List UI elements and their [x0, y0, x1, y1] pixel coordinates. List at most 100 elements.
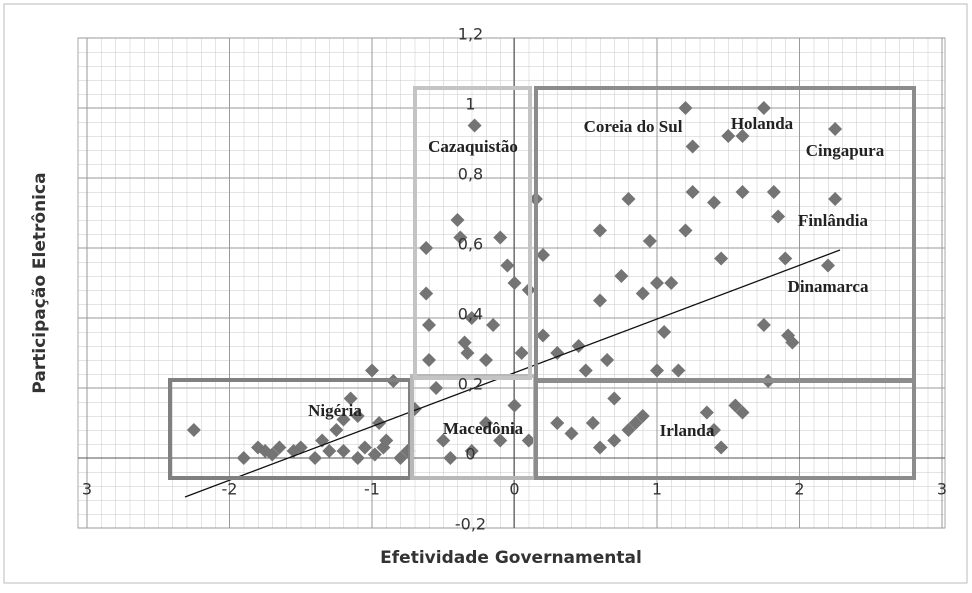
data-point	[685, 139, 700, 154]
data-point	[464, 444, 479, 458]
region-box	[413, 86, 532, 380]
data-point	[514, 346, 529, 360]
data-point	[350, 409, 365, 423]
data-point	[564, 426, 579, 441]
x-tick-label: -2	[222, 480, 238, 499]
annotation: Dinamarca	[788, 277, 869, 296]
annotation: Finlândia	[798, 211, 868, 230]
data-point	[650, 363, 664, 378]
data-point	[756, 318, 771, 332]
data-point	[735, 185, 750, 199]
data-point	[550, 416, 565, 430]
y-tick-label: 0	[465, 445, 475, 464]
data-point	[821, 258, 835, 273]
data-point	[766, 185, 781, 199]
y-tick-label: -0,2	[455, 515, 486, 534]
data-point	[336, 412, 351, 427]
data-point	[728, 398, 743, 413]
data-point	[714, 251, 729, 266]
data-point	[429, 381, 444, 395]
data-point	[486, 318, 501, 332]
data-point	[771, 209, 786, 224]
data-point	[621, 423, 636, 437]
data-point	[621, 192, 636, 206]
data-point	[607, 433, 622, 448]
data-point	[707, 195, 721, 210]
data-point	[393, 451, 408, 465]
data-point	[671, 363, 686, 378]
data-point	[756, 101, 771, 115]
data-point	[714, 440, 729, 455]
x-tick-label: 3	[937, 480, 947, 499]
annotation: Cingapura	[806, 141, 885, 160]
data-point	[460, 346, 475, 360]
data-point	[507, 276, 522, 290]
x-tick-label: -1	[364, 480, 380, 499]
data-point	[678, 101, 693, 115]
y-axis-title: Participação Eletrônica	[30, 172, 50, 393]
data-point	[357, 440, 372, 455]
data-point	[536, 328, 550, 343]
y-tick-label: 1,2	[458, 25, 483, 44]
data-point	[443, 451, 458, 465]
data-point	[422, 353, 436, 367]
data-point	[600, 353, 615, 367]
data-point	[550, 346, 565, 360]
data-point	[721, 129, 736, 143]
y-tick-label: 0,6	[458, 235, 483, 254]
x-axis-title: Efetividade Governamental	[380, 548, 642, 568]
data-point	[467, 118, 482, 133]
data-point	[365, 363, 379, 378]
data-point	[419, 286, 434, 301]
y-tick-label: 1	[465, 95, 475, 114]
data-point	[350, 451, 365, 465]
annotation: Cazaquistão	[428, 137, 518, 156]
data-point	[593, 293, 607, 308]
data-point	[699, 405, 714, 420]
data-point	[642, 234, 657, 248]
y-tick-label: 0,8	[458, 165, 483, 184]
data-point	[593, 440, 607, 455]
data-point	[422, 318, 436, 332]
y-tick-label: 0,4	[458, 305, 483, 324]
x-tick-label: 0	[509, 480, 519, 499]
data-point	[343, 391, 358, 406]
data-point	[785, 335, 800, 350]
annotation: Nigéria	[308, 401, 362, 420]
data-point	[635, 286, 650, 301]
data-point	[614, 269, 629, 283]
data-point	[500, 258, 515, 273]
data-point	[236, 451, 251, 465]
data-point	[464, 311, 479, 325]
data-point	[593, 223, 607, 238]
data-point	[707, 423, 721, 437]
data-point	[585, 416, 600, 430]
trend-line	[184, 249, 841, 498]
data-point	[685, 185, 700, 199]
data-point	[372, 416, 387, 430]
data-point	[607, 391, 622, 406]
data-point	[828, 192, 843, 206]
data-point	[457, 335, 472, 350]
data-point	[367, 447, 382, 462]
annotation: Coreia do Sul	[584, 117, 683, 136]
region-box	[534, 378, 916, 480]
x-tick-label: 2	[794, 480, 804, 499]
x-tick-label: 1	[652, 480, 662, 499]
data-point	[272, 440, 287, 455]
data-point	[778, 251, 793, 266]
data-point	[735, 129, 750, 143]
data-point	[521, 433, 536, 448]
data-point	[186, 423, 201, 437]
data-point	[578, 363, 593, 378]
data-point	[536, 248, 550, 262]
data-point	[450, 213, 465, 227]
data-point	[479, 416, 493, 430]
data-point	[493, 230, 508, 245]
data-point	[293, 440, 308, 455]
data-point	[308, 451, 322, 465]
data-point	[419, 241, 434, 255]
data-point	[678, 223, 693, 238]
